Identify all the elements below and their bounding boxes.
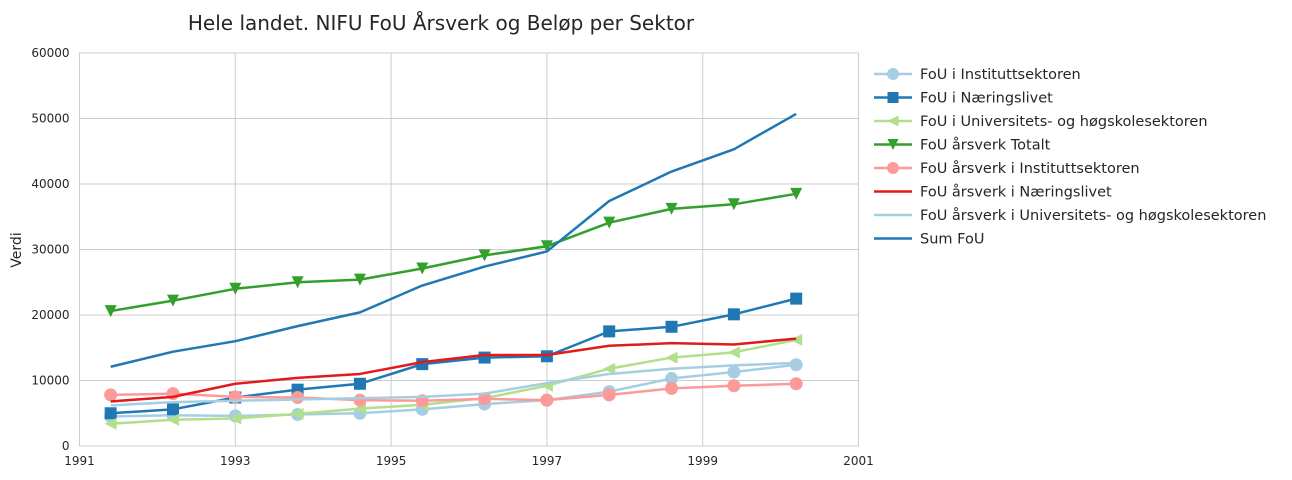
data-point: [727, 365, 741, 379]
data-point: [229, 412, 242, 425]
data-point: [166, 403, 179, 416]
x-tick-label: 1993: [220, 454, 251, 468]
legend-item: FoU årsverk i Næringslivet: [874, 184, 1112, 201]
data-point: [603, 216, 616, 229]
series-6: [110, 361, 797, 407]
data-point: [887, 92, 899, 103]
data-point: [540, 240, 553, 253]
series-line: [110, 112, 797, 368]
legend-label: FoU årsverk Totalt: [920, 137, 1051, 154]
x-tick-label: 1999: [687, 454, 718, 468]
series-line: [110, 338, 797, 425]
data-point: [603, 325, 616, 338]
legend-item: FoU årsverk i Universitets- og høgskoles…: [874, 207, 1266, 224]
legend-label: FoU i Instituttsektoren: [920, 67, 1081, 83]
data-point: [665, 351, 678, 364]
x-tick-label: 1991: [64, 454, 95, 468]
data-point: [291, 276, 304, 289]
data-point: [166, 413, 179, 426]
data-point: [727, 379, 741, 393]
series-line: [110, 382, 797, 403]
data-point: [540, 393, 554, 407]
data-point: [665, 381, 679, 395]
data-point: [727, 198, 740, 211]
legend-item: FoU i Universitets- og høgskolesektoren: [874, 114, 1208, 130]
series-3: [104, 187, 803, 318]
data-point: [353, 273, 366, 286]
grid-lines: [79, 52, 859, 447]
data-point: [291, 391, 305, 405]
legend-label: FoU i Universitets- og høgskolesektoren: [920, 114, 1208, 130]
data-point: [790, 187, 803, 200]
data-point: [104, 388, 118, 402]
data-point: [416, 262, 429, 275]
data-point: [789, 377, 803, 391]
legend-label: FoU i Næringslivet: [920, 91, 1053, 107]
x-axis-ticks: 1991 1993 1995 1997 1999 2001: [64, 454, 874, 468]
data-point: [727, 308, 740, 321]
data-point: [229, 282, 242, 295]
data-point: [665, 320, 678, 333]
data-point: [727, 346, 740, 359]
data-point: [789, 358, 803, 372]
data-point: [104, 407, 117, 420]
series-line: [110, 363, 797, 418]
y-tick-label: 60000: [31, 46, 69, 60]
data-point: [478, 351, 491, 364]
y-axis-label: Verdi: [9, 232, 25, 267]
data-point: [887, 139, 899, 150]
y-tick-label: 0: [62, 439, 70, 453]
data-point: [887, 68, 899, 80]
data-point: [291, 407, 304, 420]
data-point: [104, 417, 117, 430]
legend-label: FoU årsverk i Instituttsektoren: [920, 160, 1140, 177]
legend-label: Sum FoU: [920, 232, 984, 248]
y-tick-label: 30000: [31, 243, 69, 257]
data-point: [790, 292, 803, 305]
data-point: [603, 362, 616, 375]
data-point: [353, 393, 367, 407]
x-tick-label: 2001: [843, 454, 874, 468]
data-point: [665, 202, 678, 215]
data-point: [104, 305, 117, 318]
x-tick-label: 1997: [532, 454, 563, 468]
series-line: [110, 192, 797, 313]
series-7: [110, 112, 797, 368]
legend-item: FoU i Instituttsektoren: [874, 67, 1081, 83]
y-tick-label: 40000: [31, 177, 69, 191]
y-tick-label: 50000: [31, 112, 69, 126]
y-tick-label: 10000: [31, 374, 69, 388]
data-point: [602, 388, 616, 402]
data-point: [887, 162, 899, 174]
data-point: [887, 115, 899, 127]
series-5: [110, 337, 797, 403]
series-line: [110, 297, 797, 415]
data-point: [790, 333, 803, 346]
legend-item: FoU årsverk i Instituttsektoren: [874, 160, 1140, 177]
legend-item: FoU i Næringslivet: [874, 91, 1053, 107]
series-4: [104, 377, 803, 408]
legend-item: FoU årsverk Totalt: [874, 137, 1051, 154]
data-point: [353, 377, 366, 390]
legend-label: FoU årsverk i Næringslivet: [920, 184, 1112, 201]
data-point: [478, 249, 491, 262]
series-line: [110, 361, 797, 407]
y-axis-ticks: 0 10000 20000 30000 40000 50000 60000: [31, 46, 69, 453]
x-tick-label: 1995: [376, 454, 407, 468]
data-point: [540, 350, 553, 363]
y-tick-label: 20000: [31, 308, 69, 322]
legend: FoU i Instituttsektoren FoU i Næringslive…: [874, 67, 1266, 248]
legend-label: FoU årsverk i Universitets- og høgskoles…: [920, 207, 1266, 224]
series-line: [110, 337, 797, 403]
legend-item: Sum FoU: [874, 232, 984, 248]
series-layer: [104, 112, 803, 430]
chart-title: Hele landet. NIFU FoU Årsverk og Beløp p…: [188, 11, 695, 35]
data-point: [166, 294, 179, 307]
